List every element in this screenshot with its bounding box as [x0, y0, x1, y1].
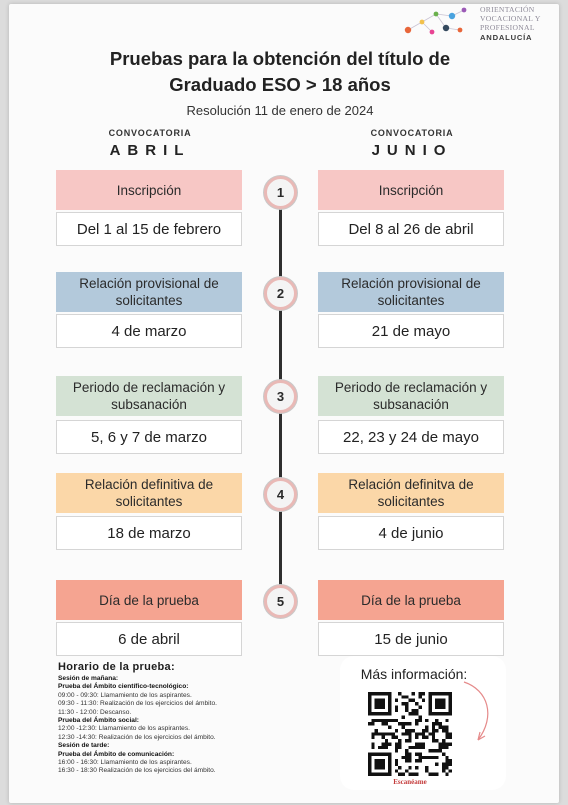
schedule-title: Horario de la prueba: [58, 661, 175, 673]
left-column-month: ABRIL [109, 142, 191, 159]
left-column-label: CONVOCATORIA [108, 128, 192, 138]
logo-dot [461, 7, 467, 13]
stage-5-left-date: 6 de abril [56, 622, 242, 656]
schedule-lines: Sesión de mañana: Prueba del Ámbito cient… [58, 675, 318, 776]
schedule-line: 12:30 -14:30: Realización de los ejercic… [58, 733, 216, 741]
logo-text: ORIENTACIÓN VOCACIONAL Y PROFESIONAL AND… [480, 5, 562, 42]
schedule-heading: Sesión de mañana: [58, 675, 119, 682]
schedule-line: 11:30 - 12:00: Descanso. [58, 708, 132, 716]
stage-1-number-badge: 1 [264, 176, 297, 209]
schedule-line: 09:30 - 11:30: Realización de los ejerci… [58, 700, 217, 708]
logo-network-icon [404, 7, 467, 35]
stage-3-left-date: 5, 6 y 7 de marzo [56, 420, 242, 454]
stage-3-left-title: Periodo de reclamación y subsanación [56, 376, 242, 416]
stage-2-right-title: Relación provisional de solicitantes [318, 272, 504, 312]
logo-dot [457, 27, 463, 33]
stage-3-right-title: Periodo de reclamación y subsanación [318, 376, 504, 416]
stage-1-left-date: Del 1 al 15 de febrero [56, 212, 242, 246]
schedule-line: 16:30 - 18:30 Realización de los ejercic… [58, 767, 216, 775]
stage-4-left-title: Relación definitiva de solicitantes [56, 473, 242, 513]
stage-2-left-title: Relación provisional de solicitantes [56, 272, 242, 312]
qr-code-icon[interactable] [368, 692, 452, 776]
logo-dot [419, 19, 425, 25]
logo-line-1: ORIENTACIÓN [480, 5, 535, 14]
more-info-title: Más información: [360, 666, 468, 682]
page-title: Pruebas para la obtención del título de … [60, 46, 500, 98]
logo-dot [429, 29, 435, 35]
logo-dot [448, 12, 456, 20]
logo-line-3: PROFESIONAL [480, 23, 535, 33]
page-subtitle: Resolución 11 de enero de 2024 [186, 103, 374, 118]
stage-2-right-date: 21 de mayo [318, 314, 504, 348]
stage-1-right-title: Inscripción [318, 170, 504, 210]
stage-1-left-title: Inscripción [56, 170, 242, 210]
schedule-line: 16:00 - 16:30: Llamamiento de los aspira… [58, 759, 192, 767]
stage-5-right-date: 15 de junio [318, 622, 504, 656]
stage-1-right-date: Del 8 al 26 de abril [318, 212, 504, 246]
stage-5-right-title: Día de la prueba [318, 580, 504, 620]
schedule-line: 12:00 -12:30: Llamamiento de los aspiran… [58, 725, 190, 733]
title-line-2: Graduado ESO > 18 años [169, 74, 391, 95]
schedule-heading: Prueba del Ámbito social: [58, 717, 139, 725]
schedule-section: Horario de la prueba: Sesión de mañana: P… [58, 661, 318, 776]
stage-4-number-badge: 4 [264, 478, 297, 511]
qr-label: Escanéame [393, 778, 427, 786]
schedule-heading: Prueba del Ámbito de comunicación: [58, 750, 175, 758]
stage-4-right-title: Relación definitva de solicitantes [318, 473, 504, 513]
stage-3-number-badge: 3 [264, 380, 297, 413]
schedule-heading: Sesión de tarde: [58, 742, 110, 750]
curved-arrow-icon [463, 681, 489, 741]
stage-5-left-title: Día de la prueba [56, 580, 242, 620]
logo-dot [433, 11, 439, 17]
title-line-1: Pruebas para la obtención del título de [109, 48, 451, 69]
stage-4-right-date: 4 de junio [318, 516, 504, 550]
logo-line-2: VOCACIONAL Y [480, 14, 541, 24]
schedule-line: 09:00 - 09:30: Llamamiento de los aspira… [58, 691, 192, 699]
logo-region: ANDALUCÍA [480, 32, 533, 42]
stage-2-number-badge: 2 [264, 277, 297, 310]
logo-dot [404, 26, 412, 34]
right-column-label: CONVOCATORIA [370, 128, 454, 138]
logo-dot [442, 24, 450, 32]
stage-3-right-date: 22, 23 y 24 de mayo [318, 420, 504, 454]
stage-5-number-badge: 5 [264, 585, 297, 618]
schedule-heading: Prueba del Ámbito científico-tecnológico… [58, 683, 189, 691]
right-column-month: JUNIO [371, 142, 453, 159]
stage-2-left-date: 4 de marzo [56, 314, 242, 348]
stage-4-left-date: 18 de marzo [56, 516, 242, 550]
